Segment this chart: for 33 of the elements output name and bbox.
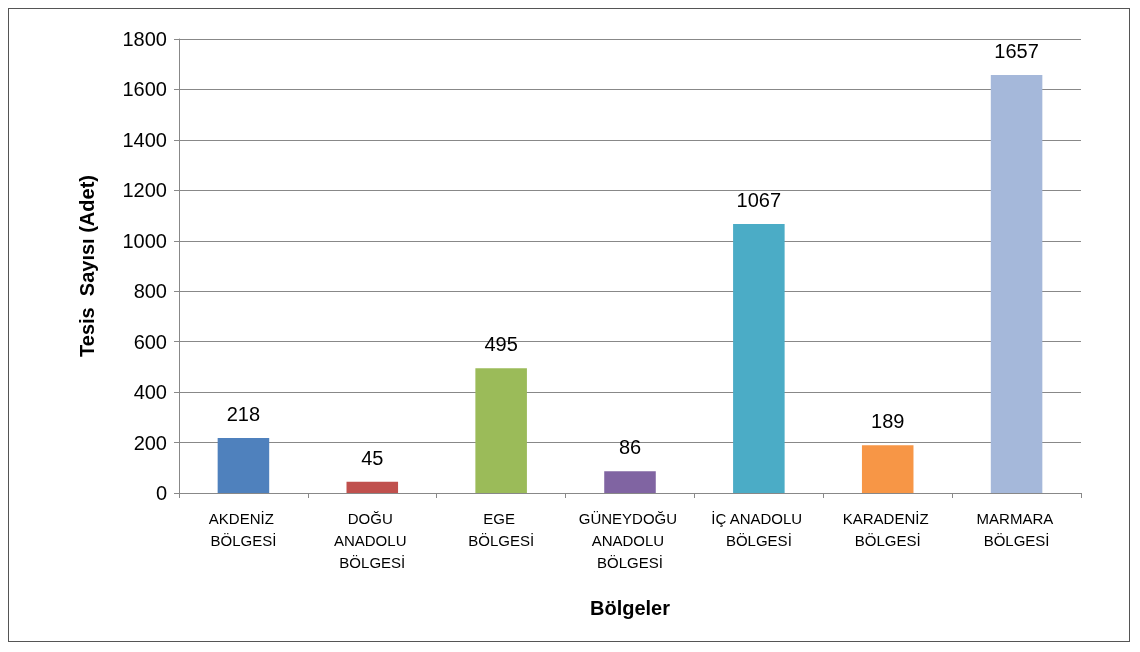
data-label: 1657 [994,40,1039,63]
x-tick-label: İÇ ANADOLU BÖLGESİ [711,509,807,549]
y-tick-label: 200 [133,431,167,454]
x-tick-label: AKDENİZ BÖLGESİ [208,509,279,549]
bar [604,471,656,493]
bar [346,481,399,493]
y-tick-label: 400 [133,381,167,404]
x-tick-label: KARADENİZ BÖLGESİ [842,509,933,549]
data-label: 495 [484,333,518,356]
x-axis-title: Bölgeler [589,597,671,619]
y-tick-label: 1000 [122,229,167,252]
y-tick-label: 600 [133,330,167,353]
bar [733,223,785,493]
y-tick-label: 1800 [122,28,167,50]
data-label: 218 [226,403,261,426]
x-tick-label: MARMARA BÖLGESİ [976,509,1057,549]
bar [217,438,270,493]
data-label: 45 [361,446,384,469]
y-tick-label: 0 [155,482,167,504]
bar [990,75,1043,493]
data-label: 189 [871,410,905,433]
x-tick-label: DOĞU ANADOLU BÖLGESİ [333,509,411,571]
bar [475,368,527,493]
y-tick-label: 800 [133,280,167,303]
y-tick-label: 1400 [122,128,167,151]
y-axis-title: Tesis Sayısı (Adet) [76,175,98,357]
bar [861,445,914,493]
y-tick-label: 1200 [122,179,167,202]
data-label: 1067 [736,188,782,211]
data-label: 86 [618,436,642,459]
x-tick-label: GÜNEYDOĞU ANADOLU BÖLGESİ [578,509,682,571]
y-tick-label: 1600 [122,78,167,101]
x-tick-label: EGE BÖLGESİ [468,509,535,549]
